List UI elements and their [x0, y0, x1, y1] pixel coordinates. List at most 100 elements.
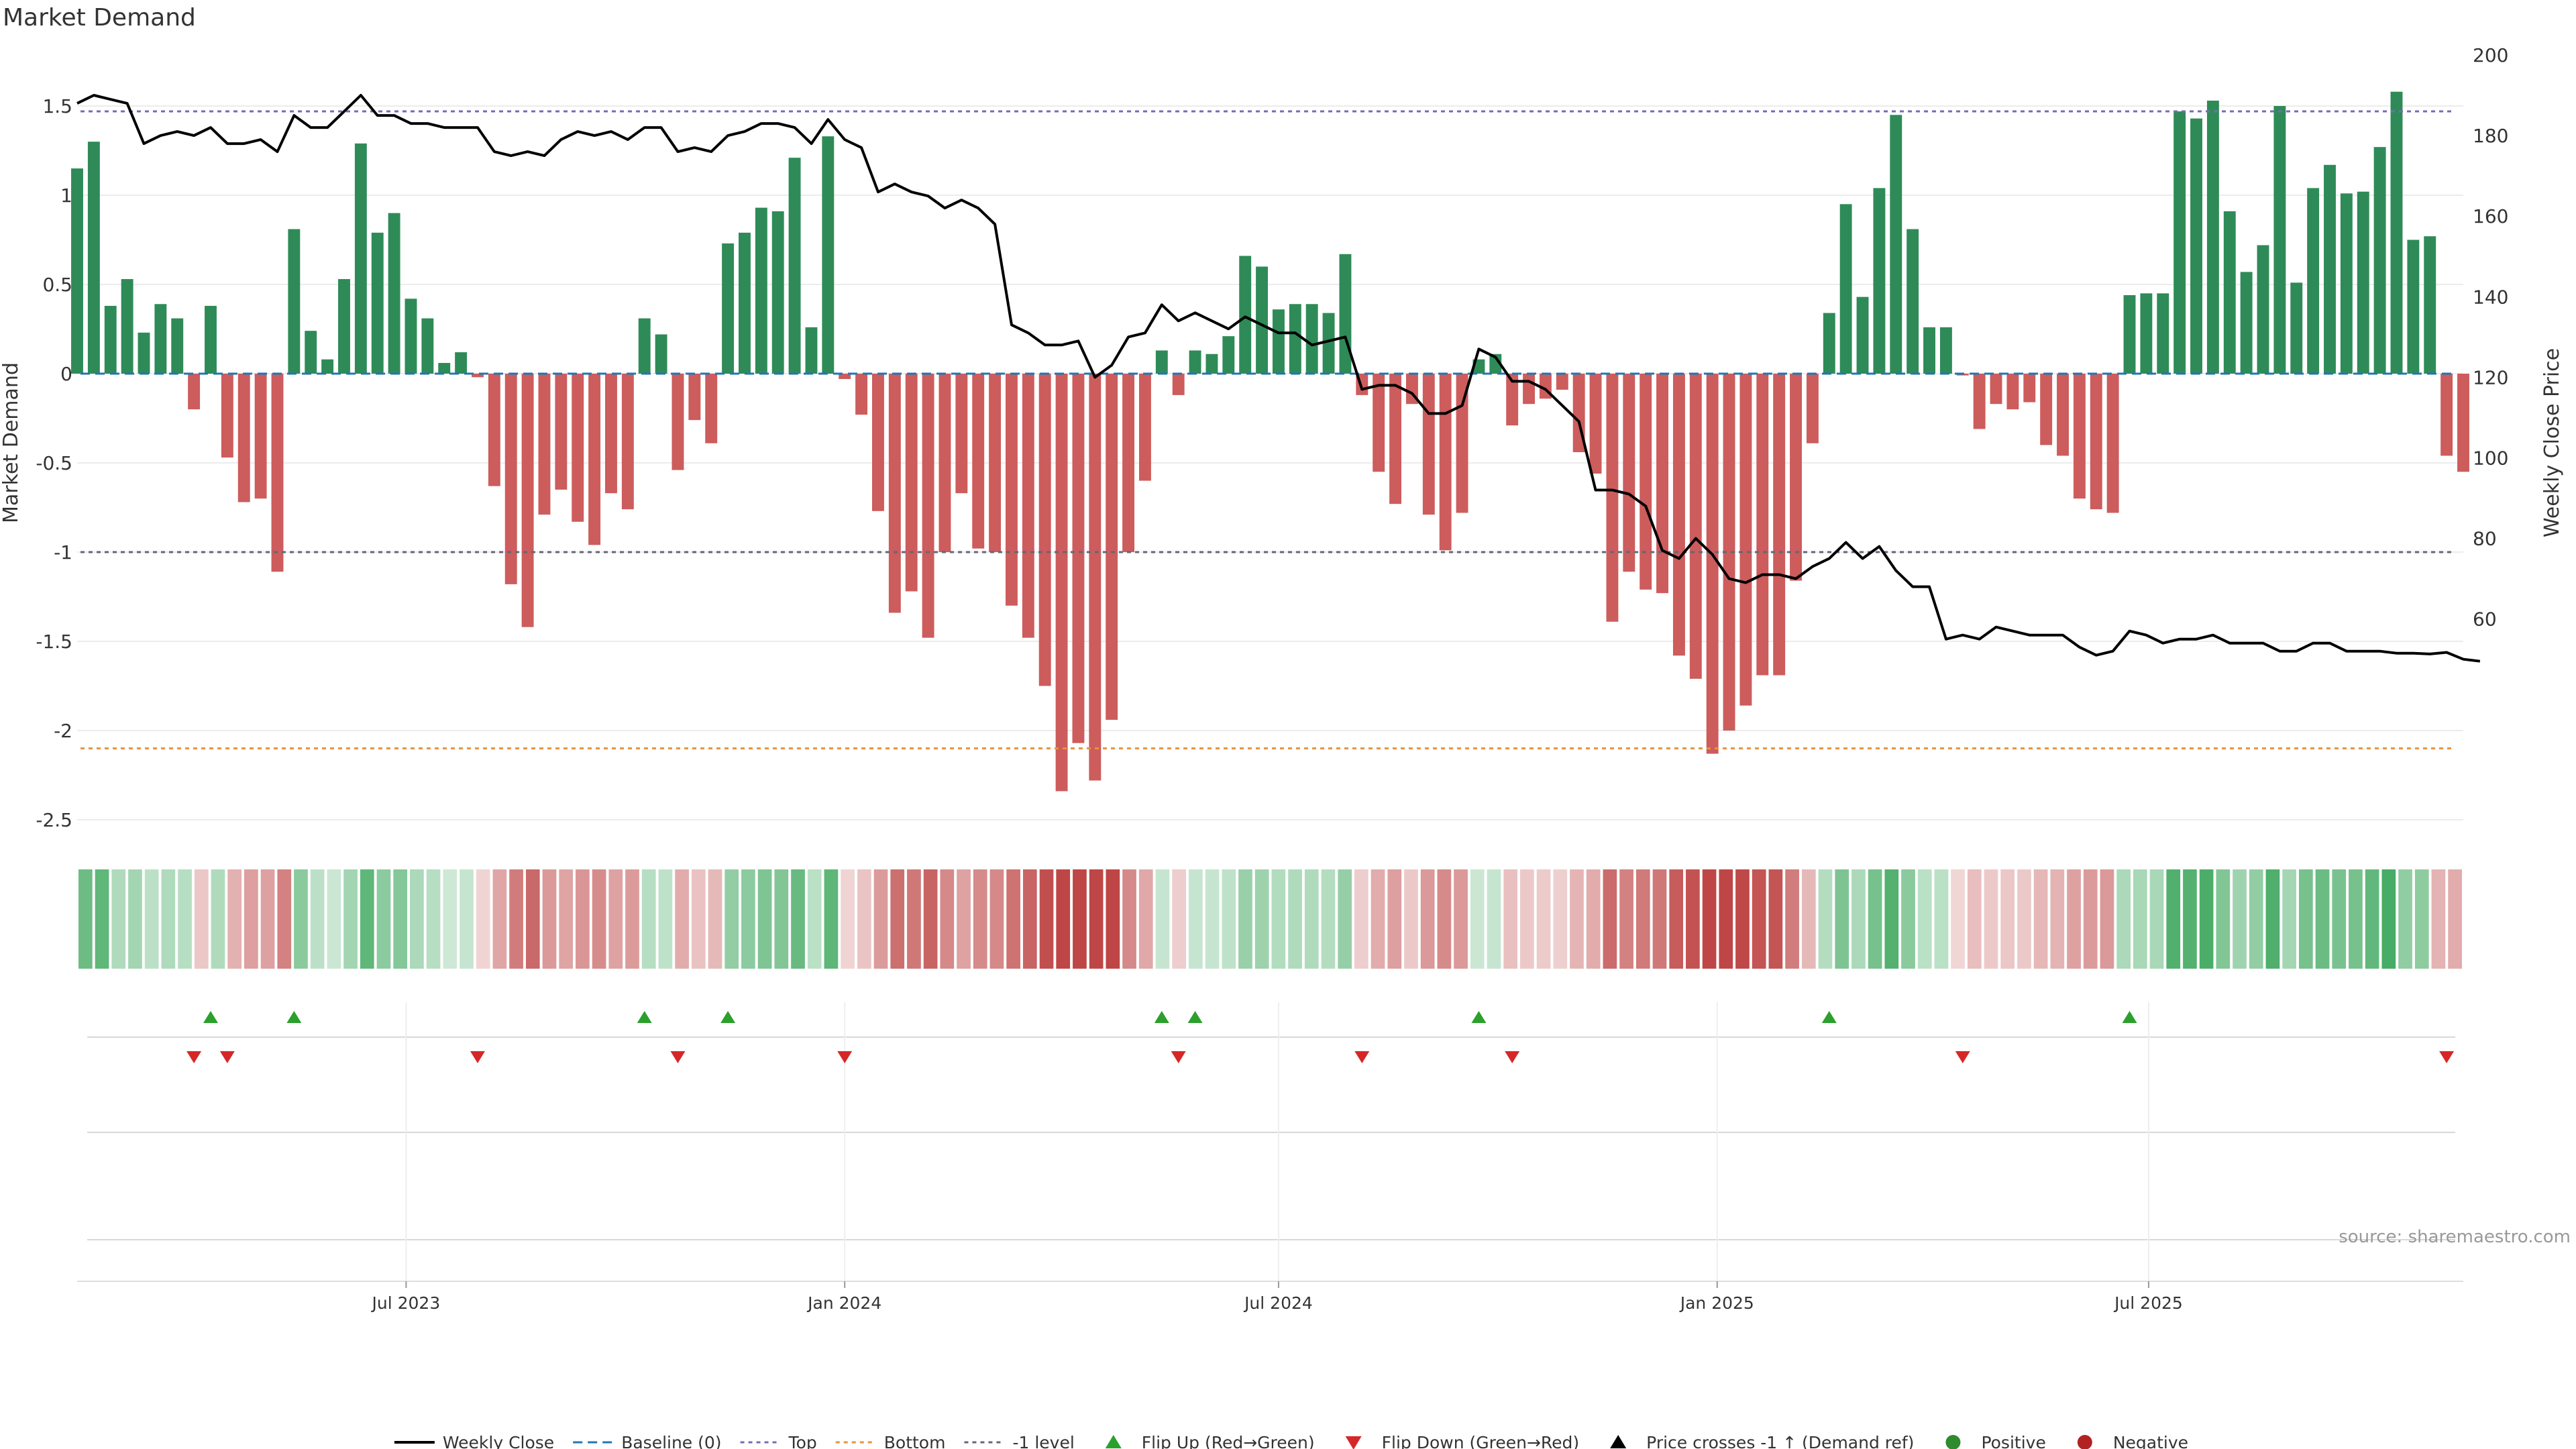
demand-bar: [237, 374, 250, 502]
demand-bar: [1038, 374, 1051, 686]
demand-bar: [1256, 266, 1269, 374]
demand-bar: [722, 243, 735, 374]
demand-bar: [1890, 115, 1902, 374]
weekly-close-line: [76, 94, 2481, 663]
demand-bar: [621, 374, 634, 510]
demand-bar: [555, 374, 568, 490]
heat-cell: [360, 869, 374, 969]
heat-cell: [460, 869, 474, 969]
x-tick-label: Jul 2024: [1243, 1293, 1313, 1313]
heat-cell: [1868, 869, 1882, 969]
heat-cell: [641, 869, 656, 969]
y-tick-label: -0.5: [36, 452, 72, 474]
heat-cell: [774, 869, 789, 969]
heat-cell: [708, 869, 722, 969]
heat-cell: [542, 869, 557, 969]
heat-cell: [1652, 869, 1667, 969]
heat-cell: [410, 869, 424, 969]
heat-cell: [2381, 869, 2396, 969]
heat-cell: [940, 869, 955, 969]
demand-bar: [2307, 188, 2320, 374]
demand-bar: [171, 318, 184, 374]
y2-tick-label: 140: [2473, 286, 2508, 308]
demand-bar: [2273, 106, 2286, 374]
demand-bar: [2340, 193, 2353, 374]
heat-cell: [675, 869, 689, 969]
demand-bar: [1022, 374, 1034, 638]
heat-cell: [1404, 869, 1418, 969]
heat-cell: [1387, 869, 1402, 969]
heat-cell: [807, 869, 822, 969]
demand-bar: [2040, 374, 2053, 445]
demand-bar: [672, 374, 684, 470]
heat-cell: [1785, 869, 1799, 969]
demand-bar: [1289, 304, 1301, 374]
demand-bar: [2057, 374, 2069, 456]
demand-bar: [989, 374, 1002, 552]
y2-tick-label: 120: [2473, 366, 2508, 388]
flip-down-marker: [470, 1051, 485, 1063]
demand-bar: [2106, 374, 2119, 513]
demand-bar: [688, 374, 701, 421]
heat-cell: [476, 869, 490, 969]
heat-cell: [1603, 869, 1617, 969]
heat-cell: [1619, 869, 1633, 969]
heat-cell: [294, 869, 308, 969]
heat-cell: [1967, 869, 1982, 969]
demand-bar: [271, 374, 284, 572]
heat-cell: [1172, 869, 1186, 969]
legend-item: Positive: [1945, 1433, 2046, 1449]
demand-bar: [87, 142, 100, 374]
demand-bar: [905, 374, 918, 592]
demand-bar: [1239, 256, 1252, 374]
demand-bar: [288, 229, 301, 374]
heat-cell: [525, 869, 540, 969]
legend-item: Flip Down (Green→Red): [1345, 1433, 1579, 1449]
heat-cell: [907, 869, 921, 969]
y-tick-label: -2.5: [36, 809, 72, 831]
heat-cell: [2233, 869, 2247, 969]
heat-cell: [1138, 869, 1153, 969]
heat-cell: [576, 869, 590, 969]
demand-bar: [2090, 374, 2102, 510]
demand-bar: [705, 374, 718, 443]
flip-down-marker: [2439, 1051, 2455, 1063]
demand-bar: [488, 374, 500, 486]
legend-label: Top: [788, 1433, 817, 1449]
legend-swatch-triangle-down: [1345, 1436, 1362, 1449]
demand-bar: [2140, 293, 2153, 374]
heat-cell: [1487, 869, 1501, 969]
y-axis-ticks: 1.5 1 0.5 0 -0.5 -1 -1.5 -2 -2.5 200 180 160 140 120 1…: [36, 44, 2508, 831]
heat-cell: [873, 869, 888, 969]
demand-bar: [955, 374, 968, 494]
y-tick-label: 1.5: [42, 95, 72, 117]
heat-cell: [608, 869, 623, 969]
demand-bar: [205, 305, 217, 374]
demand-bar: [154, 304, 167, 374]
demand-bar: [1222, 336, 1235, 374]
demand-bar: [839, 374, 851, 379]
x-tick-label: Jan 2025: [1679, 1293, 1754, 1313]
legend-label: Positive: [1981, 1433, 2045, 1449]
demand-bar: [504, 374, 517, 584]
demand-bar: [2424, 236, 2436, 374]
heat-cell: [1222, 869, 1236, 969]
flip-down-marker: [1955, 1051, 1970, 1063]
flip-down-marker: [837, 1051, 853, 1063]
demand-bar: [1422, 374, 1435, 515]
x-tick-label: Jul 2025: [2113, 1293, 2183, 1313]
heat-cell: [1553, 869, 1568, 969]
legend-label: Negative: [2113, 1433, 2188, 1449]
demand-bar: [2357, 191, 2369, 374]
heat-cell: [724, 869, 739, 969]
demand-bar: [1756, 374, 1769, 676]
demand-bar: [1790, 374, 1802, 581]
demand-bar: [338, 279, 350, 374]
x-tick-label: Jan 2024: [806, 1293, 881, 1313]
legend: Weekly Close Baseline (0) Top Bottom -1 leve…: [394, 1433, 2188, 1449]
demand-bar: [1055, 374, 1068, 792]
demand-bar: [1723, 374, 1735, 731]
y2-tick-label: 160: [2473, 205, 2508, 227]
demand-bar: [305, 331, 317, 374]
y2-tick-label: 200: [2473, 44, 2508, 66]
